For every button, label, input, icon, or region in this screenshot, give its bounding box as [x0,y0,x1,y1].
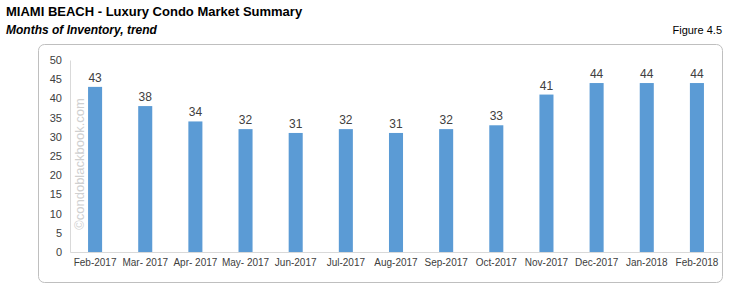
bar [188,121,202,252]
x-tick: Jan-2018 [626,252,668,268]
y-tick: 15 [50,188,70,200]
y-tick-label: 30 [50,131,62,143]
data-label: 32 [239,113,253,127]
data-label: 33 [490,109,504,123]
bar [289,133,303,252]
x-tick: Feb-2018 [676,252,719,268]
x-tick-label: Feb-2018 [676,257,719,268]
data-labels: 43 38 34 32 31 32 31 32 33 41 44 44 44 [88,67,704,131]
y-tick-label: 20 [50,169,62,181]
y-tick-label: 35 [50,112,62,124]
y-tick: 40 [50,92,70,104]
x-tick-label: Oct-2017 [476,257,518,268]
data-label: 44 [690,67,704,81]
bar [640,83,654,252]
y-tick: 20 [50,169,70,181]
y-tick-label: 10 [50,208,62,220]
data-label: 32 [439,113,453,127]
y-tick: 10 [50,208,70,220]
x-tick: Dec-2017 [575,252,619,268]
y-tick: 0 [56,246,70,258]
y-tick: 35 [50,112,70,124]
x-tick: Apr- 2017 [173,252,217,268]
data-label: 34 [189,105,203,119]
data-label: 43 [88,71,102,85]
bar [439,129,453,252]
x-tick: Feb-2017 [74,252,117,268]
x-tick-label: Jul-2017 [327,257,366,268]
chart-frame [39,45,723,283]
y-tick: 45 [50,73,70,85]
x-tick-label: Feb-2017 [74,257,117,268]
bar [88,87,102,252]
y-tick: 5 [56,227,70,239]
bar [539,95,553,252]
y-tick-label: 40 [50,92,62,104]
subtitle: Months of Inventory, trend [6,23,158,37]
x-tick-label: Apr- 2017 [173,257,217,268]
x-tick-label: Jan-2018 [626,257,668,268]
x-tick: Sep-2017 [424,252,468,268]
bars [88,83,704,252]
x-tick: Aug-2017 [374,252,418,268]
x-tick-label: Jun-2017 [275,257,317,268]
x-tick: Oct-2017 [476,252,518,268]
data-label: 44 [640,67,654,81]
y-axis: 0 5 10 15 20 25 30 35 40 45 50 [50,54,71,258]
data-label: 38 [139,90,153,104]
data-label: 31 [389,117,403,131]
data-label: 44 [590,67,604,81]
y-tick-label: 45 [50,73,62,85]
x-axis-line [71,252,723,253]
x-tick-label: Dec-2017 [575,257,619,268]
x-tick: Mar- 2017 [122,252,168,268]
x-axis: Feb-2017 Mar- 2017 Apr- 2017 May- 2017 Jun-2… [71,252,723,268]
y-tick: 25 [50,150,70,162]
x-tick-label: Mar- 2017 [122,257,168,268]
bar [339,129,353,252]
bar [590,83,604,252]
x-tick: Nov-2017 [525,252,569,268]
y-tick-label: 0 [56,246,62,258]
x-tick-label: May- 2017 [222,257,270,268]
data-label: 32 [339,113,353,127]
x-tick: Jun-2017 [275,252,317,268]
data-label: 41 [540,79,554,93]
bar [239,129,253,252]
x-tick: Jul-2017 [327,252,366,268]
data-label: 31 [289,117,303,131]
bar [690,83,704,252]
chart: MIAMI BEACH - Luxury Condo Market Summar… [0,0,731,286]
bar [138,106,152,252]
y-tick: 50 [50,54,70,66]
x-tick-label: Nov-2017 [525,257,569,268]
x-tick-label: Aug-2017 [374,257,418,268]
figure-label: Figure 4.5 [672,24,722,36]
y-tick: 30 [50,131,70,143]
x-tick-label: Sep-2017 [424,257,468,268]
x-tick: May- 2017 [222,252,270,268]
y-tick-label: 25 [50,150,62,162]
bar [489,125,503,252]
y-tick-label: 15 [50,188,62,200]
y-tick-label: 50 [50,54,62,66]
y-tick-label: 5 [56,227,62,239]
title: MIAMI BEACH - Luxury Condo Market Summar… [6,4,303,19]
bar [389,133,403,252]
watermark: ©condoblackbook.com [72,98,87,230]
y-axis-line [70,61,71,253]
